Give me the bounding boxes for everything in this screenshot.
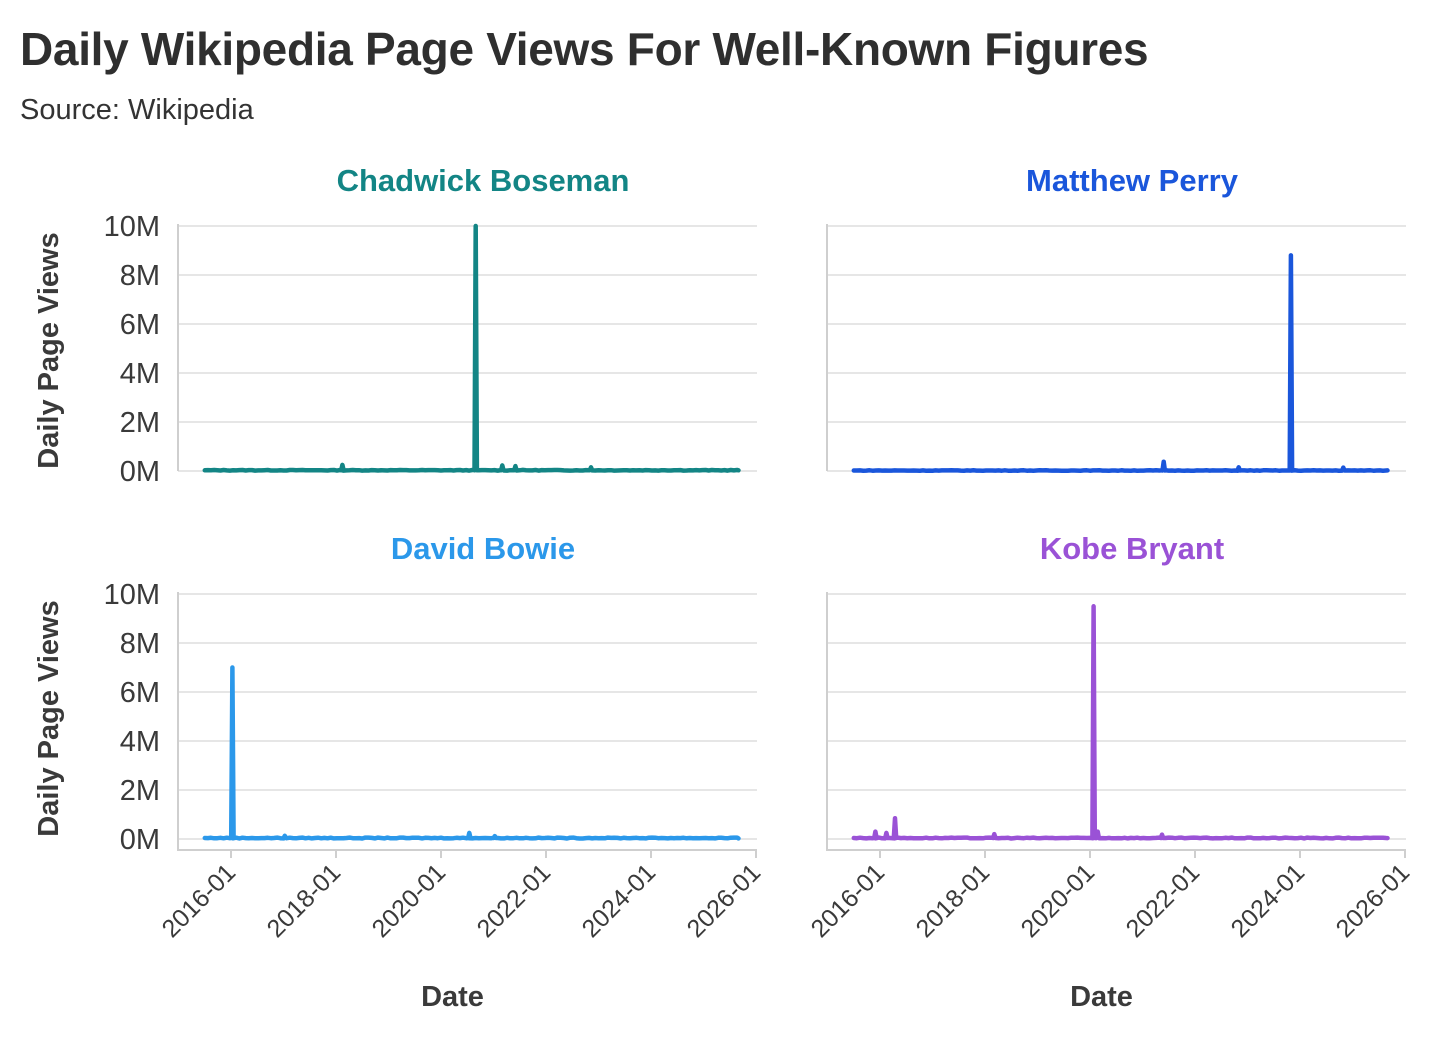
y-tick-label: 8M [120, 628, 160, 660]
data-point [1162, 460, 1166, 464]
data-point [893, 816, 897, 820]
x-tick-label: 2026-01 [1331, 858, 1416, 943]
y-axis-label: Daily Page Views [33, 232, 65, 468]
panel-title: Chadwick Boseman [337, 163, 630, 198]
x-tick-label: 2018-01 [262, 858, 347, 943]
data-point [992, 832, 996, 836]
y-tick-label: 6M [120, 309, 160, 341]
data-point [1096, 830, 1100, 834]
y-tick-label: 2M [120, 407, 160, 439]
data-point [474, 224, 478, 228]
data-point [340, 463, 344, 467]
data-point [1237, 465, 1241, 469]
data-point [493, 834, 497, 838]
y-axis-label: Daily Page Views [33, 600, 65, 836]
x-tick-label: 2024-01 [577, 858, 662, 943]
data-point [500, 463, 504, 467]
x-tick-label: 2018-01 [911, 858, 996, 943]
series-line [851, 253, 1390, 473]
x-tick-label: 2022-01 [1121, 858, 1206, 943]
x-tick-label: 2022-01 [472, 858, 557, 943]
y-tick-label: 0M [120, 824, 160, 856]
x-tick-label: 2020-01 [367, 858, 452, 943]
x-tick-label: 2020-01 [1016, 858, 1101, 943]
data-point [873, 830, 877, 834]
page-title: Daily Wikipedia Page Views For Well-Know… [20, 23, 1149, 75]
data-point [1289, 253, 1293, 257]
y-tick-label: 0M [120, 456, 160, 488]
data-point [884, 831, 888, 835]
series-line [202, 665, 741, 841]
x-axis-label: Date [1070, 981, 1133, 1013]
data-point [1092, 604, 1096, 608]
panel-title: David Bowie [391, 531, 575, 566]
y-tick-label: 2M [120, 775, 160, 807]
data-point [230, 666, 234, 669]
series-line [851, 604, 1390, 841]
x-tick-label: 2026-01 [682, 858, 767, 943]
data-point [1160, 833, 1164, 837]
y-tick-label: 10M [104, 211, 160, 243]
x-tick-label: 2024-01 [1226, 858, 1311, 943]
page-subtitle: Source: Wikipedia [20, 94, 254, 126]
x-tick-label: 2016-01 [157, 858, 242, 943]
panel-title: Kobe Bryant [1040, 531, 1224, 566]
y-tick-label: 10M [104, 579, 160, 611]
y-tick-label: 4M [120, 358, 160, 390]
data-point [283, 834, 287, 838]
x-tick-label: 2016-01 [806, 858, 891, 943]
data-point [467, 831, 471, 835]
panel-title: Matthew Perry [1026, 163, 1239, 198]
y-tick-label: 8M [120, 260, 160, 292]
y-tick-label: 6M [120, 677, 160, 709]
data-point [513, 464, 517, 468]
series-line [202, 223, 741, 473]
data-point [1341, 466, 1345, 470]
y-tick-label: 4M [120, 726, 160, 758]
x-axis-label: Date [421, 981, 484, 1013]
data-point [589, 465, 593, 469]
